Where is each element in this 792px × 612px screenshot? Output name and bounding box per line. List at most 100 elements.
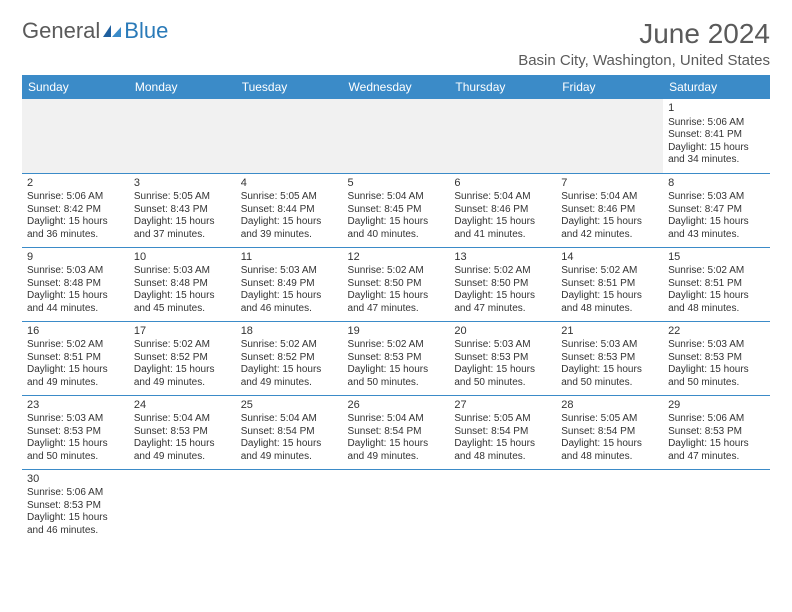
- calendar-table: Sunday Monday Tuesday Wednesday Thursday…: [22, 75, 770, 543]
- sunset-line: Sunset: 8:53 PM: [668, 352, 765, 365]
- sunrise-line: Sunrise: 5:05 AM: [134, 191, 231, 204]
- day-header: Saturday: [663, 75, 770, 99]
- day-number: 29: [668, 399, 765, 413]
- calendar-cell: 27Sunrise: 5:05 AMSunset: 8:54 PMDayligh…: [449, 395, 556, 469]
- sunset-line: Sunset: 8:43 PM: [134, 204, 231, 217]
- daylight-line: Daylight: 15 hours and 49 minutes.: [134, 364, 231, 389]
- sunrise-line: Sunrise: 5:04 AM: [134, 413, 231, 426]
- calendar-cell: 4Sunrise: 5:05 AMSunset: 8:44 PMDaylight…: [236, 173, 343, 247]
- day-number: 7: [561, 177, 658, 191]
- calendar-cell: 25Sunrise: 5:04 AMSunset: 8:54 PMDayligh…: [236, 395, 343, 469]
- sunrise-line: Sunrise: 5:02 AM: [348, 265, 445, 278]
- day-number: 25: [241, 399, 338, 413]
- calendar-cell: 19Sunrise: 5:02 AMSunset: 8:53 PMDayligh…: [343, 321, 450, 395]
- sunrise-line: Sunrise: 5:04 AM: [348, 413, 445, 426]
- sunset-line: Sunset: 8:51 PM: [27, 352, 124, 365]
- calendar-cell: 15Sunrise: 5:02 AMSunset: 8:51 PMDayligh…: [663, 247, 770, 321]
- calendar-week-row: 9Sunrise: 5:03 AMSunset: 8:48 PMDaylight…: [22, 247, 770, 321]
- day-number: 5: [348, 177, 445, 191]
- calendar-cell-blank: [129, 469, 236, 543]
- daylight-line: Daylight: 15 hours and 46 minutes.: [241, 290, 338, 315]
- header: General Blue June 2024 Basin City, Washi…: [22, 18, 770, 69]
- sunrise-line: Sunrise: 5:02 AM: [348, 339, 445, 352]
- calendar-cell: 30Sunrise: 5:06 AMSunset: 8:53 PMDayligh…: [22, 469, 129, 543]
- daylight-line: Daylight: 15 hours and 50 minutes.: [454, 364, 551, 389]
- calendar-page: General Blue June 2024 Basin City, Washi…: [0, 0, 792, 561]
- calendar-week-row: 1Sunrise: 5:06 AMSunset: 8:41 PMDaylight…: [22, 99, 770, 173]
- sunset-line: Sunset: 8:48 PM: [27, 278, 124, 291]
- day-number: 12: [348, 251, 445, 265]
- calendar-cell: 12Sunrise: 5:02 AMSunset: 8:50 PMDayligh…: [343, 247, 450, 321]
- daylight-line: Daylight: 15 hours and 43 minutes.: [668, 216, 765, 241]
- calendar-cell: 3Sunrise: 5:05 AMSunset: 8:43 PMDaylight…: [129, 173, 236, 247]
- calendar-cell: 8Sunrise: 5:03 AMSunset: 8:47 PMDaylight…: [663, 173, 770, 247]
- sunset-line: Sunset: 8:53 PM: [348, 352, 445, 365]
- day-number: 26: [348, 399, 445, 413]
- calendar-cell: 18Sunrise: 5:02 AMSunset: 8:52 PMDayligh…: [236, 321, 343, 395]
- sunrise-line: Sunrise: 5:05 AM: [454, 413, 551, 426]
- daylight-line: Daylight: 15 hours and 47 minutes.: [668, 438, 765, 463]
- sunrise-line: Sunrise: 5:02 AM: [454, 265, 551, 278]
- sunset-line: Sunset: 8:50 PM: [348, 278, 445, 291]
- sunrise-line: Sunrise: 5:05 AM: [241, 191, 338, 204]
- daylight-line: Daylight: 15 hours and 44 minutes.: [27, 290, 124, 315]
- sunrise-line: Sunrise: 5:04 AM: [454, 191, 551, 204]
- day-number: 14: [561, 251, 658, 265]
- sunrise-line: Sunrise: 5:04 AM: [241, 413, 338, 426]
- day-number: 8: [668, 177, 765, 191]
- calendar-cell: 2Sunrise: 5:06 AMSunset: 8:42 PMDaylight…: [22, 173, 129, 247]
- calendar-cell-blank: [556, 99, 663, 173]
- daylight-line: Daylight: 15 hours and 48 minutes.: [561, 290, 658, 315]
- daylight-line: Daylight: 15 hours and 40 minutes.: [348, 216, 445, 241]
- logo-text-general: General: [22, 18, 100, 44]
- daylight-line: Daylight: 15 hours and 42 minutes.: [561, 216, 658, 241]
- day-header: Tuesday: [236, 75, 343, 99]
- sunset-line: Sunset: 8:54 PM: [348, 426, 445, 439]
- sunset-line: Sunset: 8:52 PM: [134, 352, 231, 365]
- daylight-line: Daylight: 15 hours and 49 minutes.: [348, 438, 445, 463]
- daylight-line: Daylight: 15 hours and 46 minutes.: [27, 512, 124, 537]
- daylight-line: Daylight: 15 hours and 34 minutes.: [668, 142, 765, 167]
- month-title: June 2024: [518, 18, 770, 50]
- day-header: Monday: [129, 75, 236, 99]
- day-number: 20: [454, 325, 551, 339]
- calendar-cell-blank: [449, 469, 556, 543]
- logo: General Blue: [22, 18, 168, 44]
- day-number: 28: [561, 399, 658, 413]
- daylight-line: Daylight: 15 hours and 48 minutes.: [454, 438, 551, 463]
- daylight-line: Daylight: 15 hours and 49 minutes.: [27, 364, 124, 389]
- sunrise-line: Sunrise: 5:05 AM: [561, 413, 658, 426]
- daylight-line: Daylight: 15 hours and 37 minutes.: [134, 216, 231, 241]
- sunset-line: Sunset: 8:45 PM: [348, 204, 445, 217]
- sunset-line: Sunset: 8:51 PM: [668, 278, 765, 291]
- calendar-cell: 24Sunrise: 5:04 AMSunset: 8:53 PMDayligh…: [129, 395, 236, 469]
- day-number: 2: [27, 177, 124, 191]
- day-number: 10: [134, 251, 231, 265]
- sunset-line: Sunset: 8:53 PM: [134, 426, 231, 439]
- sunrise-line: Sunrise: 5:03 AM: [454, 339, 551, 352]
- title-block: June 2024 Basin City, Washington, United…: [518, 18, 770, 69]
- day-number: 27: [454, 399, 551, 413]
- sunrise-line: Sunrise: 5:02 AM: [27, 339, 124, 352]
- day-number: 22: [668, 325, 765, 339]
- sunrise-line: Sunrise: 5:03 AM: [134, 265, 231, 278]
- calendar-cell-blank: [343, 99, 450, 173]
- sunrise-line: Sunrise: 5:03 AM: [668, 339, 765, 352]
- sunrise-line: Sunrise: 5:03 AM: [561, 339, 658, 352]
- calendar-week-row: 23Sunrise: 5:03 AMSunset: 8:53 PMDayligh…: [22, 395, 770, 469]
- day-number: 4: [241, 177, 338, 191]
- daylight-line: Daylight: 15 hours and 48 minutes.: [561, 438, 658, 463]
- day-header-row: Sunday Monday Tuesday Wednesday Thursday…: [22, 75, 770, 99]
- calendar-cell: 17Sunrise: 5:02 AMSunset: 8:52 PMDayligh…: [129, 321, 236, 395]
- sunset-line: Sunset: 8:49 PM: [241, 278, 338, 291]
- sunrise-line: Sunrise: 5:03 AM: [27, 265, 124, 278]
- day-header: Wednesday: [343, 75, 450, 99]
- daylight-line: Daylight: 15 hours and 50 minutes.: [27, 438, 124, 463]
- day-number: 9: [27, 251, 124, 265]
- calendar-cell: 11Sunrise: 5:03 AMSunset: 8:49 PMDayligh…: [236, 247, 343, 321]
- calendar-cell-blank: [22, 99, 129, 173]
- sunrise-line: Sunrise: 5:03 AM: [241, 265, 338, 278]
- sunrise-line: Sunrise: 5:02 AM: [561, 265, 658, 278]
- daylight-line: Daylight: 15 hours and 50 minutes.: [348, 364, 445, 389]
- sunrise-line: Sunrise: 5:04 AM: [348, 191, 445, 204]
